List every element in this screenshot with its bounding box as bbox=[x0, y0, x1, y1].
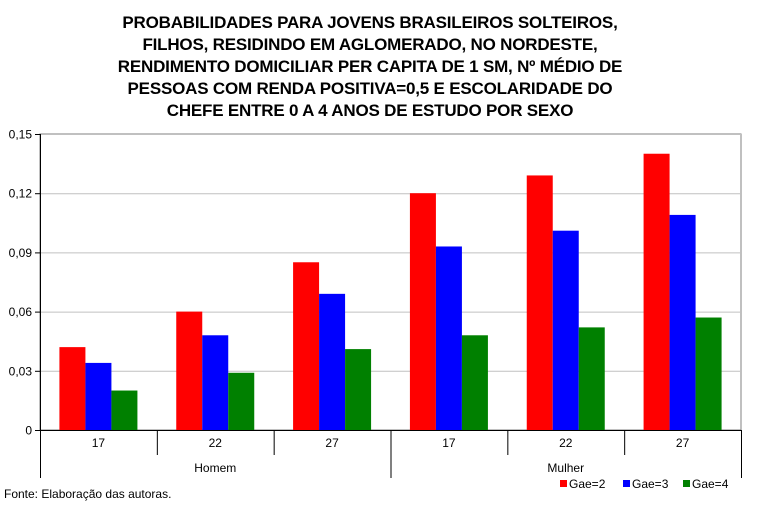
bar bbox=[228, 372, 255, 430]
bar bbox=[669, 214, 696, 430]
bar bbox=[461, 335, 488, 430]
bar bbox=[552, 230, 579, 430]
legend-label: Gae=3 bbox=[632, 477, 669, 491]
chart-title-line: PROBABILIDADES PARA JOVENS BRASILEIROS S… bbox=[122, 13, 618, 32]
legend-swatch bbox=[683, 480, 690, 487]
bar bbox=[409, 193, 436, 430]
bar bbox=[176, 311, 203, 430]
bar bbox=[526, 175, 553, 430]
y-tick-label: 0,03 bbox=[9, 364, 33, 378]
chart-title-line: FILHOS, RESIDINDO EM AGLOMERADO, NO NORD… bbox=[142, 35, 598, 54]
legend-swatch bbox=[623, 480, 630, 487]
bar bbox=[578, 327, 605, 430]
bar bbox=[345, 349, 372, 430]
chart-title-line: RENDIMENTO DOMICILIAR PER CAPITA DE 1 SM… bbox=[117, 57, 623, 76]
y-tick-label: 0,09 bbox=[9, 246, 33, 260]
group-label: Homem bbox=[194, 461, 236, 475]
bar bbox=[435, 246, 462, 430]
bar bbox=[643, 153, 670, 430]
bar bbox=[111, 390, 138, 430]
bar bbox=[319, 293, 346, 430]
plot-area bbox=[39, 133, 742, 431]
chart-title-line: PESSOAS COM RENDA POSITIVA=0,5 E ESCOLAR… bbox=[127, 79, 613, 98]
legend-label: Gae=4 bbox=[692, 477, 729, 491]
x-tick-label: 22 bbox=[559, 436, 573, 450]
group-label: Mulher bbox=[547, 461, 584, 475]
y-tick-label: 0,06 bbox=[9, 305, 33, 319]
bar bbox=[202, 335, 229, 430]
chart-title: PROBABILIDADES PARA JOVENS BRASILEIROS S… bbox=[60, 12, 680, 122]
x-tick-label: 27 bbox=[676, 436, 690, 450]
source-note: Fonte: Elaboração das autoras. bbox=[4, 487, 172, 501]
bar bbox=[59, 347, 86, 430]
bar bbox=[695, 317, 722, 430]
chart-title-line: CHEFE ENTRE 0 A 4 ANOS DE ESTUDO POR SEX… bbox=[166, 101, 574, 120]
y-tick-label: 0,12 bbox=[9, 187, 33, 201]
y-tick-label: 0 bbox=[25, 424, 32, 438]
x-tick-label: 22 bbox=[209, 436, 223, 450]
x-tick-label: 17 bbox=[92, 436, 106, 450]
bar bbox=[293, 262, 320, 430]
legend-label: Gae=2 bbox=[569, 477, 606, 491]
legend-swatch bbox=[560, 480, 567, 487]
bar bbox=[85, 362, 112, 430]
x-tick-label: 17 bbox=[442, 436, 456, 450]
y-tick-label: 0,15 bbox=[9, 128, 33, 142]
x-tick-label: 27 bbox=[325, 436, 339, 450]
